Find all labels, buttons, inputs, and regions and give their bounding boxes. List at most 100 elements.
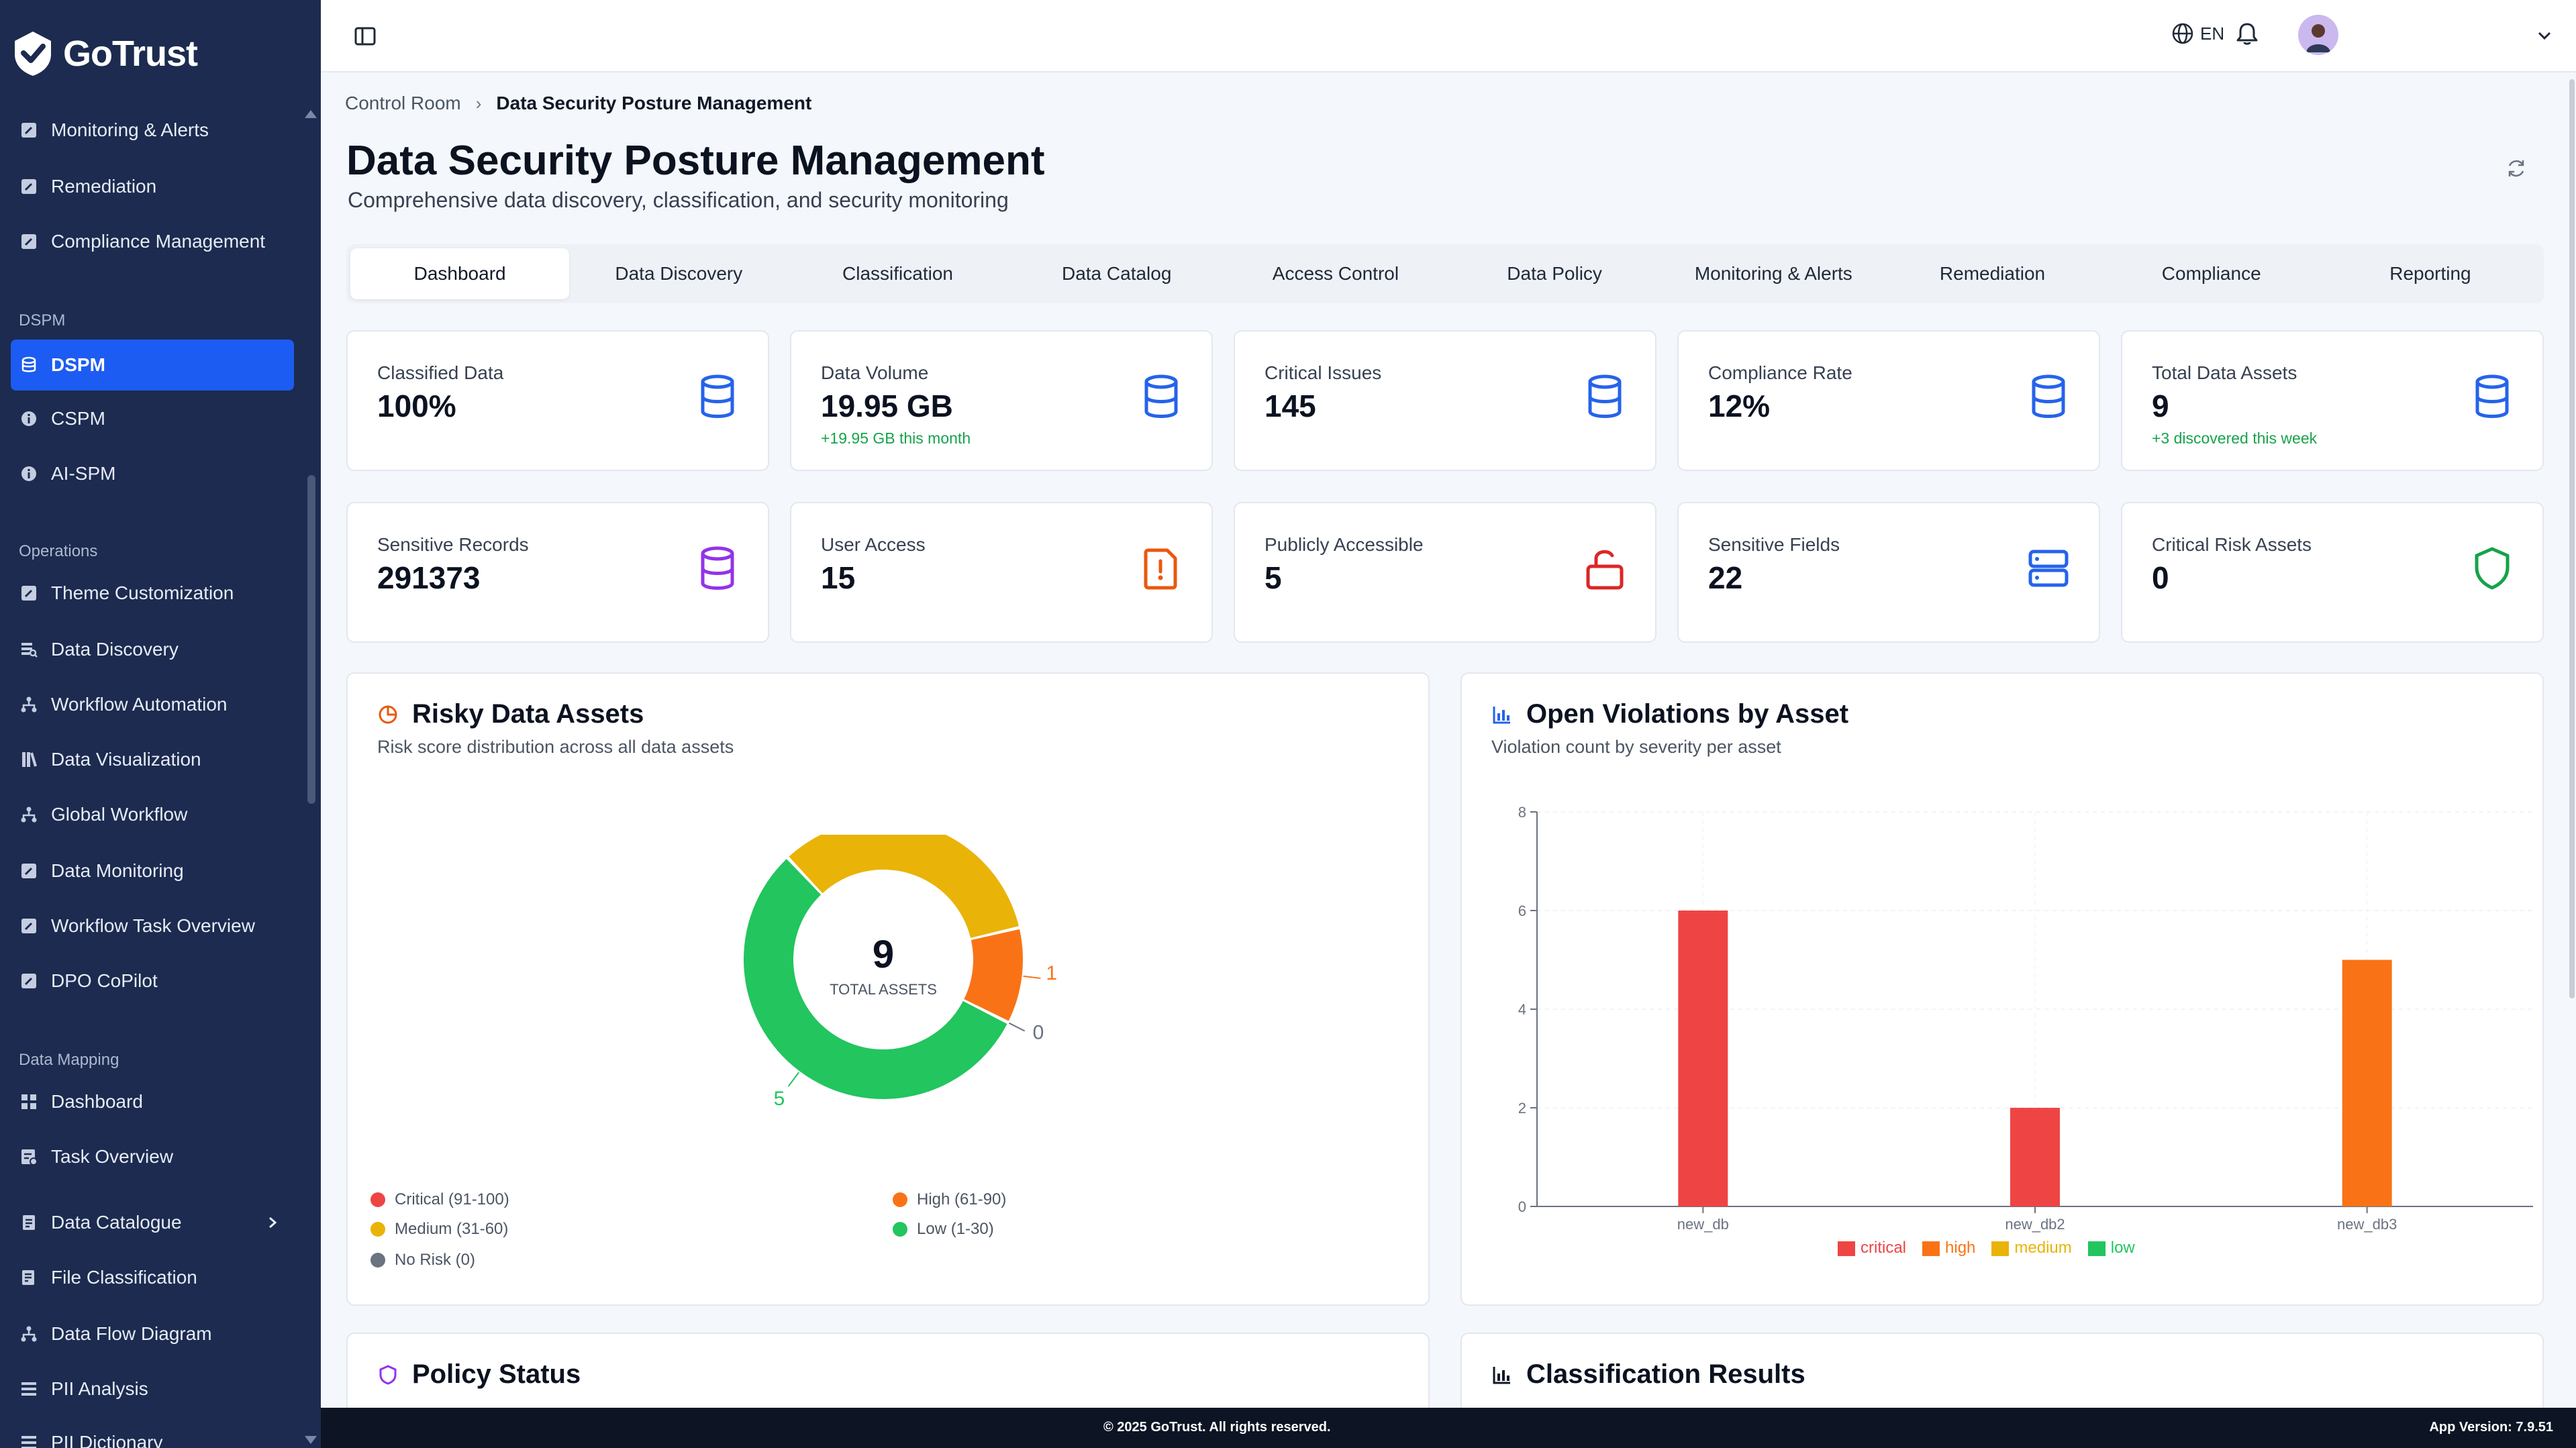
- catalogue-icon: [20, 1214, 38, 1231]
- list-icon: [20, 1434, 38, 1448]
- stat-label: Sensitive Fields: [1708, 534, 1840, 555]
- legend-label: high: [1945, 1239, 1976, 1257]
- violations-title: Open Violations by Asset: [1526, 699, 1849, 729]
- sidebar-scroll-down-arrow[interactable]: [305, 1436, 317, 1444]
- sidebar-toggle-icon[interactable]: [353, 24, 377, 48]
- sidebar-item-ai-spm[interactable]: AI-SPM: [11, 448, 294, 499]
- database-icon: [1144, 374, 1178, 418]
- stat-card-total-data-assets: Total Data Assets 9 +3 discovered this w…: [2121, 330, 2544, 471]
- database-icon: [20, 356, 38, 374]
- legend-item-high[interactable]: high: [1922, 1239, 1975, 1257]
- bar-chart-icon: [1493, 1366, 1510, 1384]
- sidebar-scrollbar[interactable]: [307, 475, 315, 804]
- breadcrumb: Control Room › Data Security Posture Man…: [345, 93, 811, 114]
- sidebar-item-pii-analysis[interactable]: PII Analysis: [11, 1363, 294, 1414]
- sidebar-item-global-workflow[interactable]: Global Workflow: [11, 789, 294, 840]
- tab-classification[interactable]: Classification: [842, 263, 953, 284]
- donut-leader-lines: [787, 975, 1041, 1087]
- tab-dashboard[interactable]: Dashboard: [350, 248, 570, 299]
- main-scrollbar[interactable]: [2569, 79, 2575, 998]
- legend-item-medium[interactable]: Medium (31-60): [370, 1220, 508, 1239]
- donut-slice-medium[interactable]: [789, 835, 1019, 938]
- sidebar-item-dashboard[interactable]: Dashboard: [11, 1076, 294, 1127]
- gotrust-logo[interactable]: GoTrust: [12, 27, 198, 81]
- bar-new_db-critical[interactable]: [1678, 911, 1728, 1206]
- refresh-icon[interactable]: [2505, 157, 2528, 180]
- panel-title: Classification Results: [1491, 1359, 1805, 1390]
- donut-slice-high[interactable]: [964, 929, 1023, 1021]
- legend-swatch: [370, 1253, 385, 1268]
- sidebar-item-file-classification[interactable]: File Classification: [11, 1252, 294, 1303]
- tab-data-catalog[interactable]: Data Catalog: [1061, 263, 1172, 284]
- risk-donut-chart: 3 1 0 5 9 TOTAL ASSETS: [744, 835, 1057, 1110]
- book-icon: [20, 751, 38, 768]
- edit-icon: [20, 972, 38, 990]
- sidebar-item-data-visualization[interactable]: Data Visualization: [11, 734, 294, 785]
- bar-new_db3-high[interactable]: [2342, 960, 2392, 1207]
- list-icon: [20, 1380, 38, 1398]
- sidebar-item-data-catalogue[interactable]: Data Catalogue: [11, 1197, 294, 1248]
- legend-swatch: [1922, 1241, 1940, 1256]
- sidebar-item-cspm[interactable]: CSPM: [11, 393, 294, 444]
- bar-new_db2-critical[interactable]: [2010, 1108, 2060, 1206]
- x-tick-label: new_db: [1677, 1216, 1729, 1233]
- sidebar-item-workflow-automation[interactable]: Workflow Automation: [11, 679, 294, 730]
- sidebar-item-task-overview[interactable]: Task Overview: [11, 1131, 294, 1182]
- language-selector[interactable]: EN: [2171, 20, 2224, 47]
- edit-icon: [20, 178, 38, 195]
- sidebar-item-dspm[interactable]: DSPM: [11, 340, 294, 391]
- sidebar-item-compliance-management[interactable]: Compliance Management: [11, 216, 294, 267]
- sidebar-item-label: Data Flow Diagram: [51, 1323, 212, 1344]
- breadcrumb-separator: ›: [475, 93, 482, 113]
- notification-bell-icon[interactable]: [2234, 20, 2261, 47]
- legend-item-low[interactable]: low: [2087, 1239, 2135, 1257]
- bar-chart-icon: [1493, 706, 1510, 723]
- stat-card-critical-risk-assets: Critical Risk Assets 0: [2121, 502, 2544, 643]
- tab-reporting[interactable]: Reporting: [2389, 263, 2471, 284]
- legend-item-no-risk[interactable]: No Risk (0): [370, 1251, 475, 1270]
- database-icon: [2032, 374, 2065, 418]
- sidebar-item-label: PII Analysis: [51, 1378, 148, 1399]
- edit-icon: [20, 917, 38, 935]
- chevron-right-icon[interactable]: [266, 1214, 279, 1231]
- sidebar-item-label: Data Catalogue: [51, 1212, 182, 1233]
- sidebar-item-theme-customization[interactable]: Theme Customization: [11, 568, 294, 619]
- stat-card-critical-issues: Critical Issues 145: [1234, 330, 1656, 471]
- legend-item-high[interactable]: High (61-90): [893, 1190, 1006, 1209]
- sidebar-item-data-discovery[interactable]: Data Discovery: [11, 624, 294, 675]
- donut-slice-low[interactable]: [744, 859, 1007, 1100]
- tab-monitoring-alerts[interactable]: Monitoring & Alerts: [1694, 263, 1852, 284]
- breadcrumb-control-room[interactable]: Control Room: [345, 93, 461, 113]
- panel-title: Policy Status: [377, 1359, 581, 1390]
- sidebar-item-remediation[interactable]: Remediation: [11, 161, 294, 212]
- sidebar-scroll-up-arrow[interactable]: [305, 110, 317, 118]
- user-avatar[interactable]: [2298, 15, 2338, 55]
- sidebar-item-label: CSPM: [51, 408, 105, 429]
- legend-item-low[interactable]: Low (1-30): [893, 1220, 994, 1239]
- sidebar-item-data-flow-diagram[interactable]: Data Flow Diagram: [11, 1308, 294, 1359]
- stat-value: 22: [1708, 560, 1743, 595]
- sidebar-item-data-monitoring[interactable]: Data Monitoring: [11, 845, 294, 896]
- legend-item-medium[interactable]: medium: [1991, 1239, 2072, 1257]
- tab-data-policy[interactable]: Data Policy: [1507, 263, 1602, 284]
- sidebar-item-dpo-copilot[interactable]: DPO CoPilot: [11, 955, 294, 1006]
- legend-label: medium: [2014, 1239, 2072, 1257]
- donut-slices: [744, 835, 1023, 1100]
- legend-label: Medium (31-60): [395, 1220, 509, 1238]
- sidebar-item-monitoring-alerts[interactable]: Monitoring & Alerts: [11, 105, 294, 156]
- tab-remediation[interactable]: Remediation: [1939, 263, 2046, 284]
- sidebar-item-label: Workflow Automation: [51, 694, 228, 715]
- sidebar-item-workflow-task-overview[interactable]: Workflow Task Overview: [11, 900, 294, 951]
- stat-value: 9: [2152, 389, 2169, 423]
- legend-item-critical[interactable]: critical: [1838, 1239, 1906, 1257]
- panel-title: Risky Data Assets: [377, 699, 644, 729]
- user-avatar-image: [2298, 15, 2338, 55]
- tab-data-discovery[interactable]: Data Discovery: [615, 263, 743, 284]
- donut-label-high: 1: [1046, 962, 1057, 984]
- legend-item-critical[interactable]: Critical (91-100): [370, 1190, 509, 1209]
- tab-access-control[interactable]: Access Control: [1272, 263, 1399, 284]
- tab-compliance[interactable]: Compliance: [2161, 263, 2261, 284]
- sidebar-section-dspm: DSPM: [19, 311, 66, 329]
- chevron-down-icon[interactable]: [2534, 25, 2555, 46]
- sidebar-item-pii-dictionary[interactable]: PII Dictionary: [11, 1417, 294, 1448]
